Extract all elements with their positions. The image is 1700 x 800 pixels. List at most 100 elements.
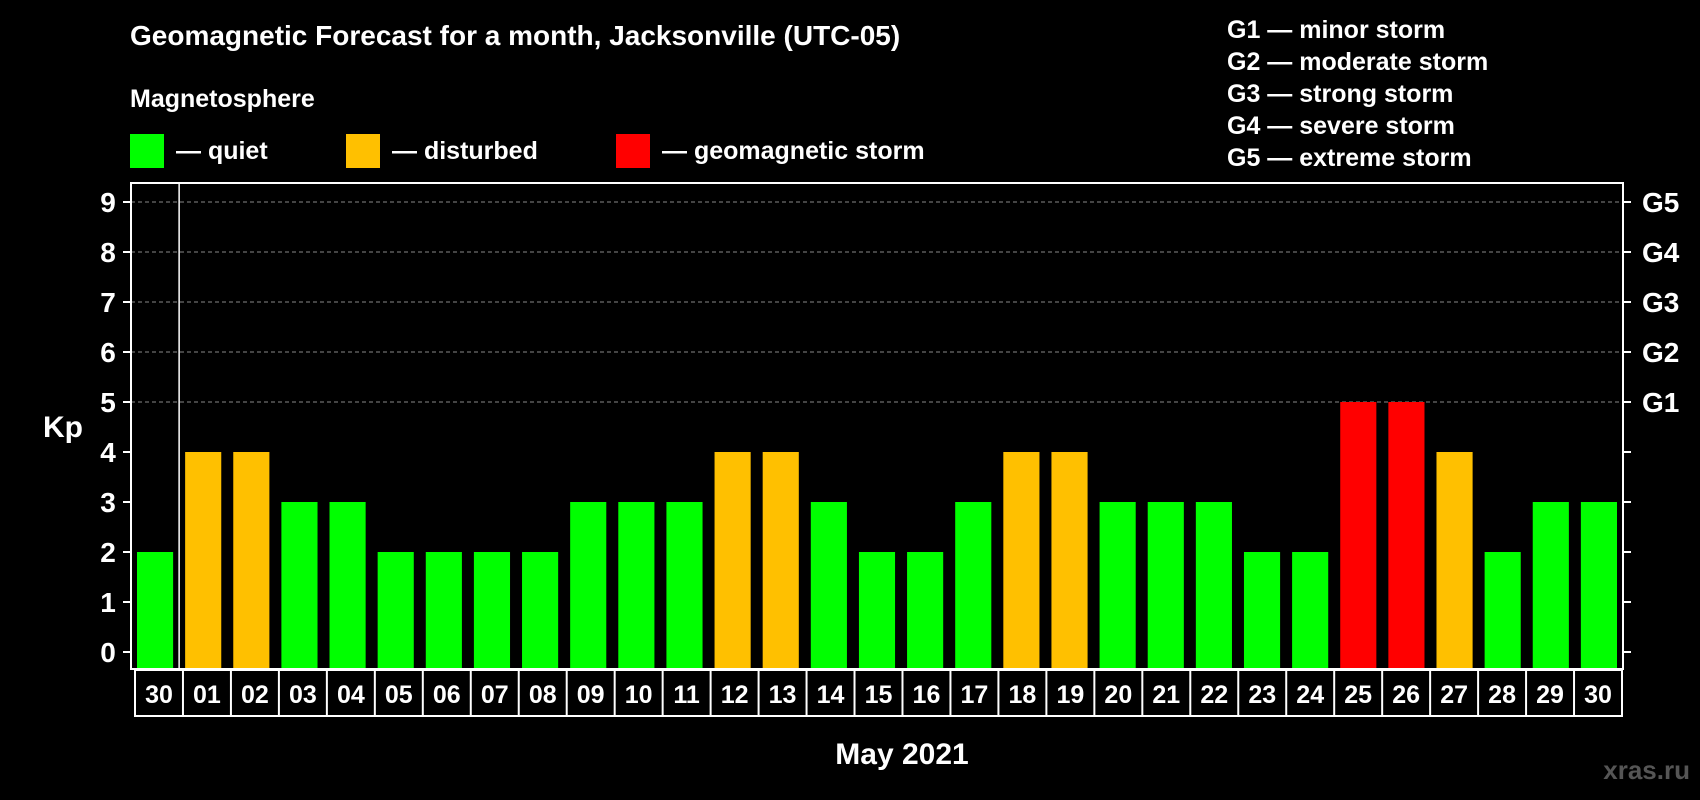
bar-27 — [1436, 452, 1473, 668]
x-tick-label-13: 13 — [769, 681, 797, 709]
bar-21 — [1147, 502, 1184, 668]
y-tick-label-7: 7 — [100, 287, 116, 318]
x-tick-label-9: 09 — [577, 681, 605, 709]
bar-22 — [1195, 502, 1232, 668]
x-tick-label-22: 22 — [1200, 681, 1228, 709]
bar-3 — [281, 502, 318, 668]
bar-17 — [955, 502, 992, 668]
legend-disturbed: — disturbed — [346, 134, 538, 168]
bar-30 — [1580, 502, 1617, 668]
x-tick-label-27: 27 — [1440, 681, 1468, 709]
bar-23 — [1243, 552, 1281, 668]
bar-5 — [377, 552, 414, 668]
right-label-g5: G5 — [1642, 187, 1679, 218]
x-tick-label-3: 03 — [289, 681, 317, 709]
chart-title: Geomagnetic Forecast for a month, Jackso… — [130, 20, 901, 51]
bar-0 — [137, 552, 174, 668]
x-tick-label-29: 29 — [1536, 681, 1564, 709]
x-tick-label-8: 08 — [529, 681, 557, 709]
y-tick-label-0: 0 — [100, 637, 116, 668]
bar-20 — [1099, 502, 1136, 668]
x-tick-label-28: 28 — [1488, 681, 1516, 709]
y-axis-label: Kp — [43, 411, 83, 444]
right-axis: G1 G2 G3 G4 G5 — [1623, 187, 1680, 653]
y-tick-label-3: 3 — [100, 487, 116, 518]
x-tick-label-18: 18 — [1008, 681, 1036, 709]
legend-label-quiet: — quiet — [176, 136, 268, 165]
x-tick-label-25: 25 — [1344, 681, 1372, 709]
x-tick-label-24: 24 — [1296, 681, 1324, 709]
x-axis: 30 01 02 03 04 05 06 07 08 09 10 11 12 13 14 15 16 17 18 19… — [134, 669, 1623, 717]
y-tick-label-8: 8 — [100, 237, 116, 268]
x-tick-label-7: 07 — [481, 681, 509, 709]
bar-8 — [522, 552, 559, 668]
x-tick-label-1: 01 — [193, 681, 221, 709]
storm-level-g2: G2 — moderate storm — [1227, 48, 1489, 76]
bar-19 — [1051, 452, 1088, 668]
x-tick-label-21: 21 — [1152, 681, 1180, 709]
x-tick-label-12: 12 — [721, 681, 749, 709]
legend-quiet: — quiet — [130, 134, 268, 168]
chart-subtitle: Magnetosphere — [130, 85, 315, 113]
x-tick-label-10: 10 — [625, 681, 653, 709]
legend-label-disturbed: — disturbed — [392, 136, 538, 165]
x-tick-label-23: 23 — [1248, 681, 1276, 709]
y-axis: 0 1 2 3 4 5 6 7 8 9 — [100, 187, 131, 668]
x-tick-label-14: 14 — [817, 681, 845, 709]
bar-25 — [1340, 402, 1377, 668]
x-tick-label-15: 15 — [865, 681, 893, 709]
legend-swatch-disturbed — [346, 134, 380, 168]
legend-swatch-storm — [616, 134, 650, 168]
right-label-g1: G1 — [1642, 387, 1679, 418]
x-axis-label: May 2021 — [835, 738, 968, 771]
bar-26 — [1388, 402, 1425, 668]
bar-7 — [473, 552, 511, 668]
x-tick-label-6: 06 — [433, 681, 461, 709]
bar-11 — [666, 502, 703, 668]
bars — [137, 402, 1617, 668]
y-tick-label-9: 9 — [100, 187, 116, 218]
storm-level-g5: G5 — extreme storm — [1227, 144, 1472, 172]
bar-16 — [907, 552, 944, 668]
x-tick-label-17: 17 — [961, 681, 989, 709]
x-tick-label-0: 30 — [145, 681, 173, 709]
bar-15 — [858, 552, 896, 668]
x-axis-box — [134, 669, 1623, 717]
x-tick-label-4: 04 — [337, 681, 365, 709]
bar-28 — [1484, 552, 1521, 668]
x-tick-label-2: 02 — [241, 681, 269, 709]
y-tick-label-2: 2 — [100, 537, 116, 568]
x-tick-label-11: 11 — [673, 681, 700, 709]
bar-13 — [762, 452, 799, 668]
x-tick-label-19: 19 — [1056, 681, 1084, 709]
storm-level-legend: G1 — minor storm G2 — moderate storm G3 … — [1227, 14, 1488, 174]
storm-level-g4: G4 — severe storm — [1227, 112, 1455, 140]
bar-9 — [570, 502, 607, 668]
bar-24 — [1292, 552, 1329, 668]
y-tick-label-5: 5 — [100, 387, 116, 418]
bar-6 — [425, 552, 462, 668]
grid-lines — [131, 201, 1623, 403]
storm-level-g3: G3 — strong storm — [1227, 80, 1454, 108]
bar-29 — [1532, 502, 1569, 668]
legend-swatch-quiet — [130, 134, 164, 168]
bar-4 — [329, 502, 366, 668]
bar-2 — [233, 452, 270, 668]
bar-14 — [810, 502, 847, 668]
right-label-g2: G2 — [1642, 337, 1679, 368]
watermark: xras.ru — [1603, 755, 1690, 785]
bar-10 — [618, 502, 655, 668]
bar-12 — [714, 452, 751, 668]
right-label-g4: G4 — [1642, 237, 1680, 268]
bar-1 — [185, 452, 222, 668]
x-tick-label-5: 05 — [385, 681, 413, 709]
x-tick-label-26: 26 — [1392, 681, 1420, 709]
y-tick-label-4: 4 — [100, 437, 116, 468]
x-tick-label-20: 20 — [1104, 681, 1132, 709]
x-tick-label-30: 30 — [1584, 681, 1612, 709]
y-tick-label-6: 6 — [100, 337, 116, 368]
legend-label-storm: — geomagnetic storm — [662, 136, 925, 165]
storm-level-g1: G1 — minor storm — [1227, 16, 1446, 44]
y-tick-label-1: 1 — [100, 587, 116, 618]
